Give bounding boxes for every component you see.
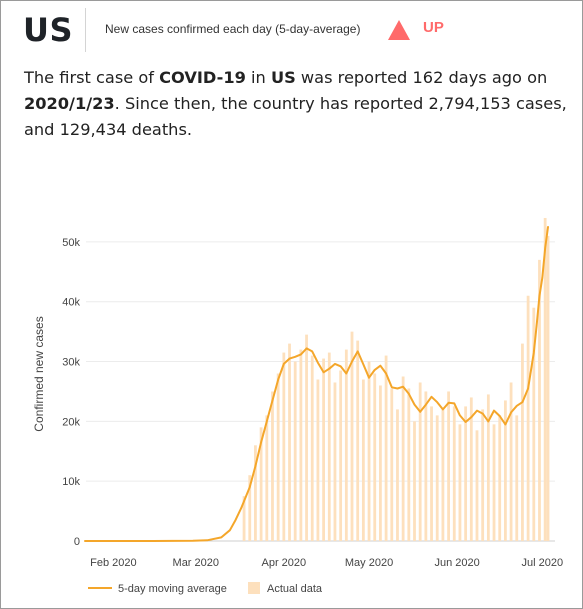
summary-text: The first case of COVID-19 in US was rep…	[24, 65, 569, 143]
actual-data-bar	[401, 376, 405, 541]
actual-data-bar	[356, 340, 360, 541]
header: US New cases confirmed each day (5-day-a…	[0, 0, 581, 62]
summary-part-3: was reported 162 days ago on	[295, 68, 548, 87]
actual-data-bar	[430, 406, 433, 541]
actual-data-bar	[486, 394, 490, 541]
actual-data-bar	[441, 409, 445, 541]
y-tick-label: 30k	[62, 357, 80, 369]
x-tick-label: Feb 2020	[90, 557, 136, 569]
actual-data-bar	[464, 406, 468, 541]
y-tick-label: 0	[74, 536, 80, 548]
x-tick-label: May 2020	[345, 557, 393, 569]
actual-data-bar	[424, 391, 428, 541]
actual-data-bar	[265, 415, 269, 541]
actual-data-bar	[299, 349, 303, 541]
actual-data-bar	[452, 406, 456, 541]
summary-country: US	[270, 68, 296, 87]
x-tick-label: Jul 2020	[522, 557, 564, 569]
actual-data-bar	[390, 388, 394, 541]
actual-data-bar	[333, 382, 337, 541]
actual-data-bar	[532, 307, 536, 541]
actual-data-bar	[418, 382, 422, 541]
actual-data-bar	[322, 358, 326, 541]
actual-data-bar	[492, 424, 496, 541]
actual-data-bar	[316, 379, 320, 541]
actual-data-bar	[526, 295, 530, 541]
summary-part-4: . Since then, the country has reported 2…	[24, 94, 567, 139]
legend-label-actual-data: Actual data	[267, 583, 323, 595]
header-divider	[85, 8, 86, 52]
actual-data-bar	[521, 343, 524, 541]
actual-data-bar	[373, 373, 377, 541]
actual-data-bar	[350, 331, 354, 541]
x-tick-label: Jun 2020	[434, 557, 479, 569]
summary-first-date: 2020/1/23	[24, 94, 115, 113]
chart-subtitle: New cases confirmed each day (5-day-aver…	[105, 22, 361, 36]
actual-data-bar	[407, 388, 411, 541]
actual-data-bar	[288, 343, 291, 541]
actual-data-bar	[475, 430, 479, 541]
actual-data-bar	[305, 334, 308, 541]
trend-label: UP	[423, 19, 444, 36]
trend-up-icon	[388, 20, 410, 40]
actual-data-bar	[538, 259, 541, 541]
actual-data-bar	[248, 475, 252, 541]
actual-data-bar	[327, 352, 331, 541]
actual-data-bar	[546, 235, 550, 541]
actual-data-bar	[276, 373, 280, 541]
actual-data-bar	[458, 424, 462, 541]
actual-data-bar	[293, 361, 297, 541]
actual-data-bar	[310, 355, 314, 541]
x-tick-label: Apr 2020	[262, 557, 307, 569]
actual-data-bar	[396, 409, 399, 541]
actual-data-bar	[339, 370, 343, 541]
actual-data-bar	[282, 352, 286, 541]
actual-data-bar	[509, 382, 513, 541]
actual-data-bar	[259, 427, 263, 541]
x-tick-label: Mar 2020	[173, 557, 219, 569]
actual-data-bar	[413, 421, 416, 541]
actual-data-bar	[515, 415, 519, 541]
summary-part-1: The first case of	[24, 68, 160, 87]
actual-data-bar	[481, 409, 485, 541]
y-axis-label: Confirmed new cases	[32, 316, 46, 431]
actual-data-bar	[384, 355, 388, 541]
summary-part-2: in	[245, 68, 271, 87]
actual-data-bar	[361, 379, 365, 541]
y-tick-label: 40k	[62, 297, 80, 309]
actual-data-bar	[503, 400, 507, 541]
actual-data-bar	[367, 361, 371, 541]
actual-data-bar	[447, 391, 450, 541]
actual-data-bar	[271, 391, 274, 541]
y-tick-label: 50k	[62, 237, 80, 249]
y-tick-label: 10k	[62, 476, 80, 488]
country-title: US	[23, 11, 74, 49]
actual-data-bar	[254, 445, 257, 541]
actual-data-bar	[543, 217, 547, 541]
legend-bar-swatch	[248, 582, 260, 594]
actual-data-bar	[435, 415, 439, 541]
summary-disease: COVID-19	[159, 68, 246, 87]
moving-average-line	[84, 226, 549, 542]
actual-data-bar	[344, 349, 348, 541]
actual-data-bar	[498, 415, 502, 541]
actual-data-bar	[242, 496, 246, 541]
actual-data-bar	[469, 397, 473, 541]
legend-label-moving-average: 5-day moving average	[118, 583, 227, 595]
actual-data-bar	[379, 385, 382, 541]
y-tick-label: 20k	[62, 416, 80, 428]
